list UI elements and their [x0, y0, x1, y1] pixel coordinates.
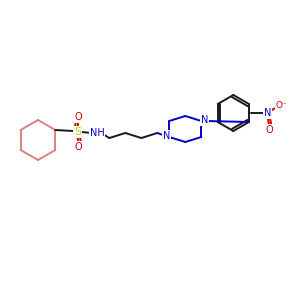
Text: S: S — [74, 127, 81, 137]
Text: N: N — [201, 115, 208, 125]
Text: O⁻: O⁻ — [275, 100, 287, 109]
Text: NH: NH — [90, 128, 105, 138]
Text: O: O — [266, 125, 273, 135]
Text: N: N — [163, 131, 170, 141]
Text: N: N — [264, 108, 271, 118]
Text: O: O — [74, 142, 82, 152]
Text: O: O — [74, 112, 82, 122]
